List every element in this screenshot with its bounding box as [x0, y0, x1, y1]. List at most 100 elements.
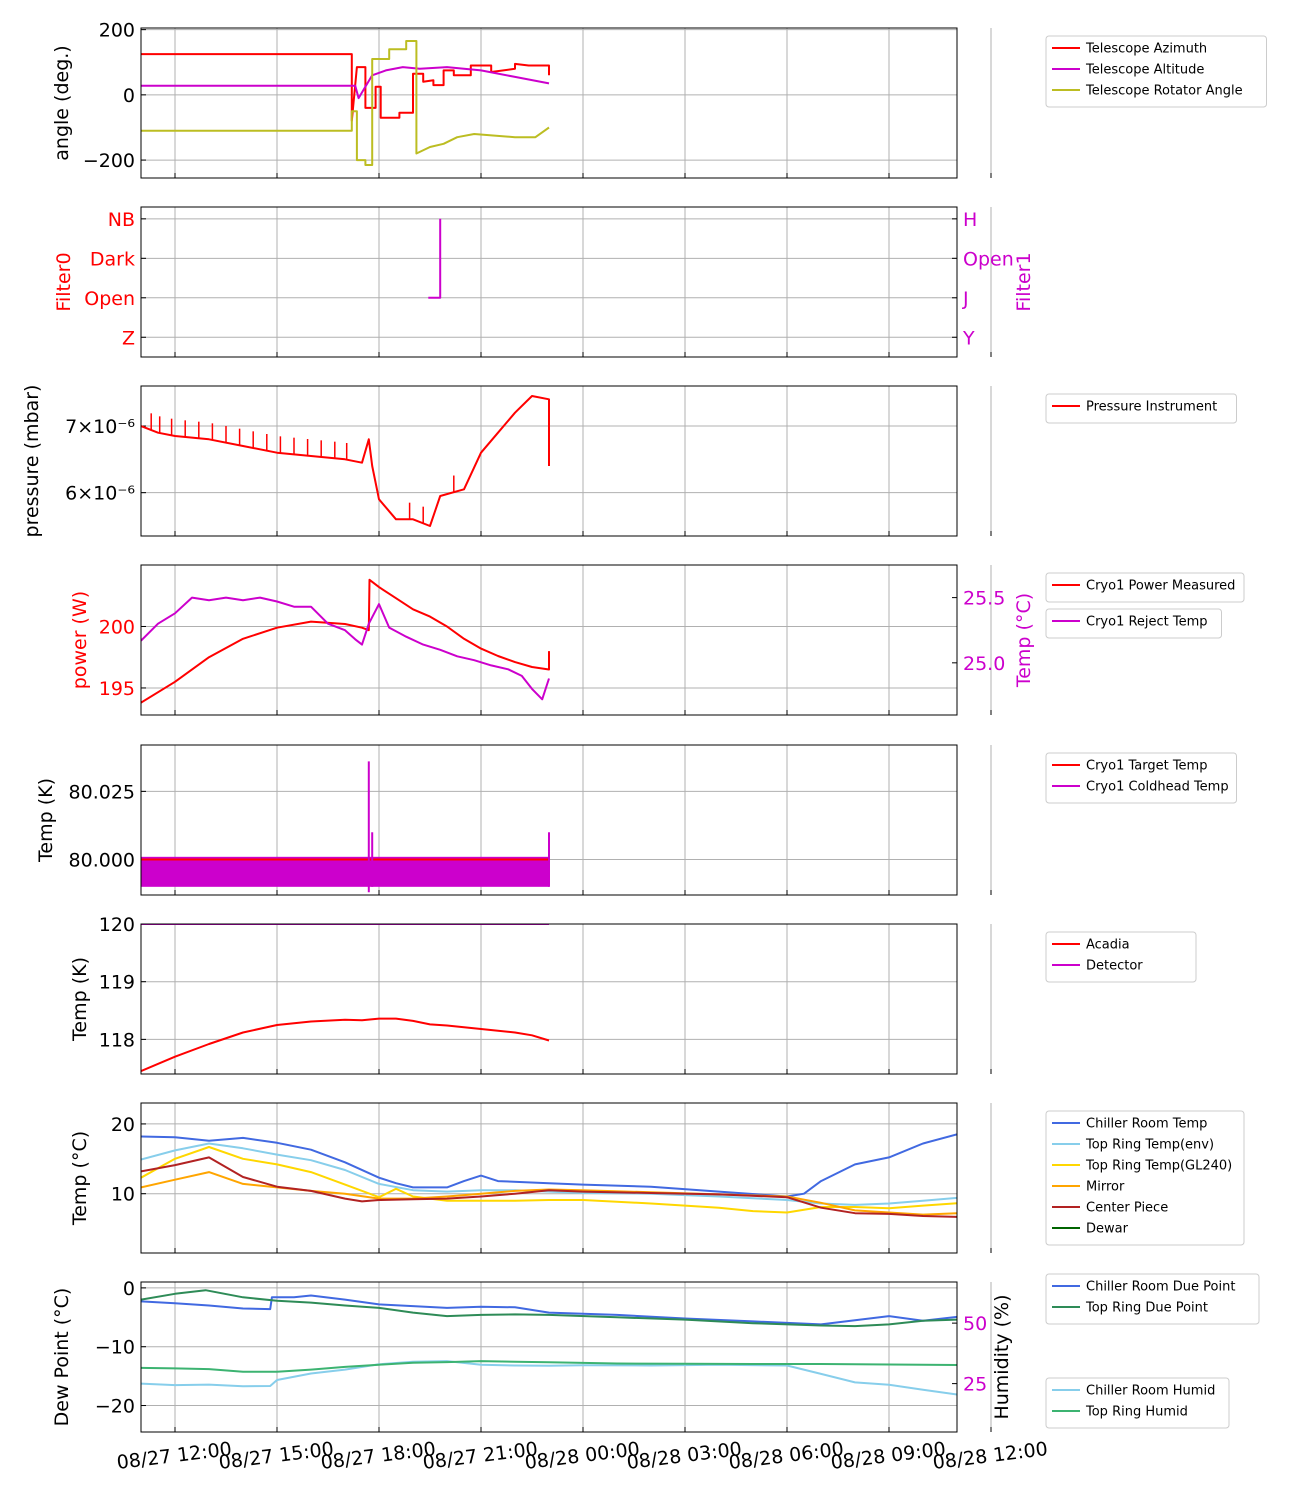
- series-line: [141, 1294, 957, 1326]
- legend-label: Top Ring Humid: [1085, 1405, 1188, 1420]
- series-line: [141, 40, 550, 166]
- y-axis-label: power (W): [69, 591, 91, 689]
- panel-pressure: 7×10⁻⁶ 6×10⁻⁶ pressure (mbar): [21, 385, 992, 537]
- y-tick-label: Z: [122, 327, 135, 349]
- legend-box: Chiller Room Due Point Top Ring Due Point: [1045, 1273, 1260, 1325]
- x-tick-label: 08/28 09:00: [830, 1438, 947, 1474]
- y-tick-label: 120: [99, 914, 135, 936]
- legend-label: Cryo1 Coldhead Temp: [1086, 780, 1229, 795]
- legend-box: Cryo1 Reject Temp: [1045, 608, 1222, 639]
- x-tick-label: 08/28 06:00: [728, 1438, 845, 1474]
- y-tick-label: Open: [84, 288, 135, 310]
- series-line: [141, 1289, 957, 1328]
- legend-frame: [1045, 752, 1237, 804]
- legend-frame: [1045, 1377, 1230, 1429]
- panel-data: [141, 1133, 957, 1218]
- y-axis-label: Dew Point (°C): [51, 1288, 73, 1427]
- series-line: [428, 218, 442, 299]
- legend-label: Telescope Rotator Angle: [1085, 84, 1243, 99]
- y-axis-label: Temp (°C): [69, 1131, 91, 1226]
- legend-label: Cryo1 Power Measured: [1086, 579, 1235, 594]
- legend-box: Chiller Room Temp Top Ring Temp(env) Top R…: [1045, 1110, 1245, 1246]
- y-tick-label-right: Open: [963, 248, 1014, 270]
- legend-frame: [1045, 393, 1237, 424]
- panel-frame: [140, 564, 958, 716]
- series-line: [141, 395, 550, 527]
- series-line: [141, 1017, 550, 1073]
- panel-data: [141, 395, 550, 527]
- y-tick-label-right: 25: [963, 1374, 987, 1396]
- y-tick-label: 119: [99, 972, 135, 994]
- y-tick-label: 195: [99, 678, 135, 700]
- y-axis-label: angle (deg.): [51, 45, 73, 160]
- panel-filter: Z Y Open J Dark Open NB H Filter0 Filter1: [53, 206, 1035, 358]
- series-line: [141, 1360, 957, 1396]
- y-tick-label: 20: [111, 1114, 135, 1136]
- x-tick-label: 08/27 15:00: [218, 1438, 335, 1474]
- y-tick-label: 200: [99, 616, 135, 638]
- legend-frame: [1045, 1273, 1260, 1325]
- y-axis-label-right: Humidity (%): [991, 1294, 1013, 1419]
- series-line: [141, 1142, 957, 1206]
- y-tick-label: 80.000: [69, 850, 135, 872]
- panel-data: [141, 1289, 957, 1396]
- x-tick-label: 08/28 03:00: [626, 1438, 743, 1474]
- panel-frame: [140, 1102, 958, 1254]
- y-tick-label-right: 25.5: [963, 588, 1005, 610]
- series-line: [141, 66, 550, 100]
- series-line: [141, 578, 550, 704]
- y-tick-label: 0: [123, 1278, 135, 1300]
- legend-box: Chiller Room Humid Top Ring Humid: [1045, 1377, 1230, 1429]
- y-tick-label: 200: [99, 20, 135, 42]
- y-tick-label-right: H: [963, 209, 977, 231]
- legend-frame: [1045, 608, 1222, 639]
- y-tick-label: Dark: [90, 248, 135, 270]
- panel-cryo_power: 200 195 25.5 25.0 power (W) Temp (°C): [69, 564, 1035, 716]
- y-tick-label: NB: [108, 209, 135, 231]
- legend-label: Dewar: [1086, 1222, 1129, 1237]
- legend-box: Telescope Azimuth Telescope Altitude Teles…: [1045, 35, 1267, 108]
- y-tick-label: 6×10⁻⁶: [65, 483, 135, 505]
- x-tick-label: 08/27 12:00: [116, 1438, 233, 1474]
- x-tick-label: 08/28 00:00: [524, 1438, 641, 1474]
- y-tick-label: 7×10⁻⁶: [65, 416, 135, 438]
- panel-data: [141, 761, 550, 893]
- panel-data: [428, 218, 442, 299]
- y-tick-label: 80.025: [69, 781, 135, 803]
- legend-label: Detector: [1086, 959, 1143, 974]
- y-tick-label-right: 25.0: [963, 653, 1005, 675]
- legend-label: Chiller Room Temp: [1086, 1117, 1207, 1132]
- legend-label: Top Ring Temp(env): [1085, 1138, 1214, 1153]
- panel-frame: [140, 385, 958, 537]
- y-tick-label: 10: [111, 1184, 135, 1206]
- legend-label: Cryo1 Target Temp: [1086, 759, 1207, 774]
- panel-cryo_temp: 80.025 80.000 Temp (K): [35, 744, 992, 896]
- legend-frame: [1045, 35, 1267, 108]
- legend-label: Cryo1 Reject Temp: [1086, 615, 1208, 630]
- legend-label: Top Ring Due Point: [1085, 1301, 1208, 1316]
- series-line: [141, 1156, 957, 1218]
- x-tick-label: 08/27 18:00: [320, 1438, 437, 1474]
- legend-label: Top Ring Temp(GL240): [1085, 1159, 1232, 1174]
- y-axis-label: Temp (K): [69, 957, 91, 1042]
- legend-frame: [1045, 931, 1197, 983]
- y-tick-label: 0: [123, 85, 135, 107]
- legend-label: Telescope Azimuth: [1085, 42, 1207, 57]
- y-tick-label: −10: [95, 1337, 135, 1359]
- panel-dew_point: 0 −10 −20 50 25 Dew Point (°C) Humidity (%) 08/…: [51, 1278, 1049, 1474]
- legend-frame: [1045, 1110, 1245, 1246]
- series-line: [141, 1133, 957, 1198]
- panel-frame: [140, 744, 958, 896]
- panel-data: [141, 924, 550, 1073]
- legend-label: Chiller Room Due Point: [1086, 1280, 1235, 1295]
- panel-acadia: 120 119 118 Temp (K): [69, 914, 992, 1075]
- series-line: [141, 1360, 957, 1373]
- y-tick-label-right: J: [962, 288, 969, 310]
- legend-box: Cryo1 Power Measured: [1045, 572, 1245, 603]
- y-axis-label: Filter0: [53, 252, 75, 311]
- legend-label: Telescope Altitude: [1085, 63, 1204, 78]
- panel-data: [141, 40, 550, 166]
- legend-label: Center Piece: [1086, 1201, 1168, 1216]
